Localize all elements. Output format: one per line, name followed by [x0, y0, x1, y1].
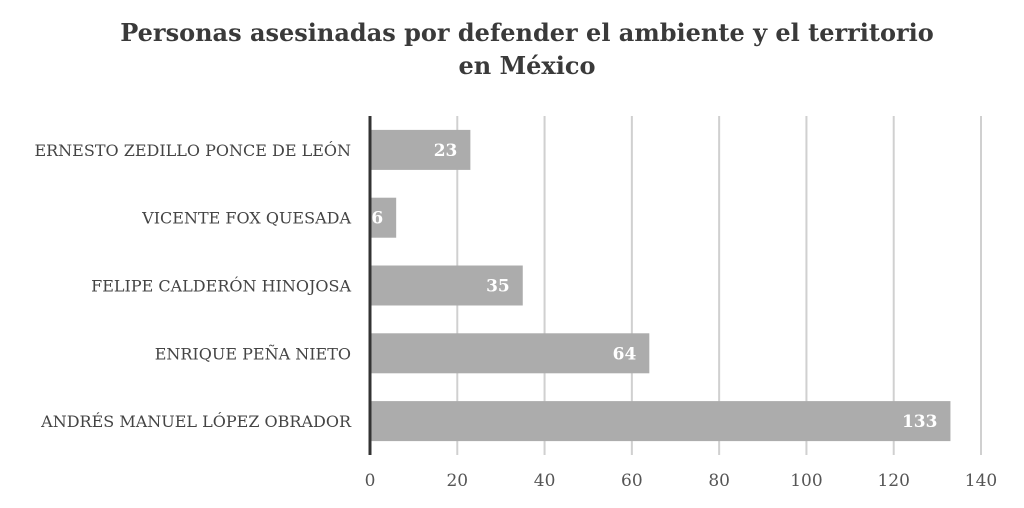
bar-3 — [370, 265, 523, 306]
data-label-2: 6 — [371, 209, 383, 229]
x-tick-label-60: 60 — [621, 471, 643, 491]
category-label-1: ERNESTO ZEDILLO PONCE DE LEÓN — [34, 140, 351, 160]
chart-title-line-2: en México — [458, 51, 596, 80]
data-label-1: 23 — [434, 141, 458, 161]
category-labels: ERNESTO ZEDILLO PONCE DE LEÓN VICENTE FOX… — [34, 140, 352, 431]
x-tick-label-0: 0 — [365, 471, 376, 491]
bar-2 — [370, 197, 397, 238]
x-tick-label-100: 100 — [790, 471, 822, 491]
category-label-5: ANDRÉS MANUEL LÓPEZ OBRADOR — [40, 411, 352, 431]
data-label-5: 133 — [902, 412, 938, 432]
x-tick-label-40: 40 — [534, 471, 556, 491]
data-labels: 23 6 35 64 133 — [371, 141, 937, 432]
data-label-4: 64 — [613, 344, 637, 364]
chart-title-line-1: Personas asesinadas por defender el ambi… — [120, 18, 934, 47]
x-tick-labels: 0 20 40 60 80 100 120 140 — [365, 471, 998, 491]
category-label-4: ENRIQUE PEÑA NIETO — [155, 343, 351, 363]
chart-title: Personas asesinadas por defender el ambi… — [0, 16, 1024, 82]
category-label-2: VICENTE FOX QUESADA — [141, 209, 351, 228]
x-tick-label-20: 20 — [446, 471, 468, 491]
bars — [370, 129, 951, 442]
x-tick-label-80: 80 — [708, 471, 730, 491]
bar-5 — [370, 401, 951, 442]
category-label-3: FELIPE CALDERÓN HINOJOSA — [91, 276, 351, 296]
bar-1 — [370, 129, 471, 170]
x-tick-label-120: 120 — [877, 471, 909, 491]
x-tick-label-140: 140 — [965, 471, 997, 491]
gridlines — [456, 116, 982, 455]
data-label-3: 35 — [486, 277, 510, 297]
bar-4 — [370, 333, 650, 374]
